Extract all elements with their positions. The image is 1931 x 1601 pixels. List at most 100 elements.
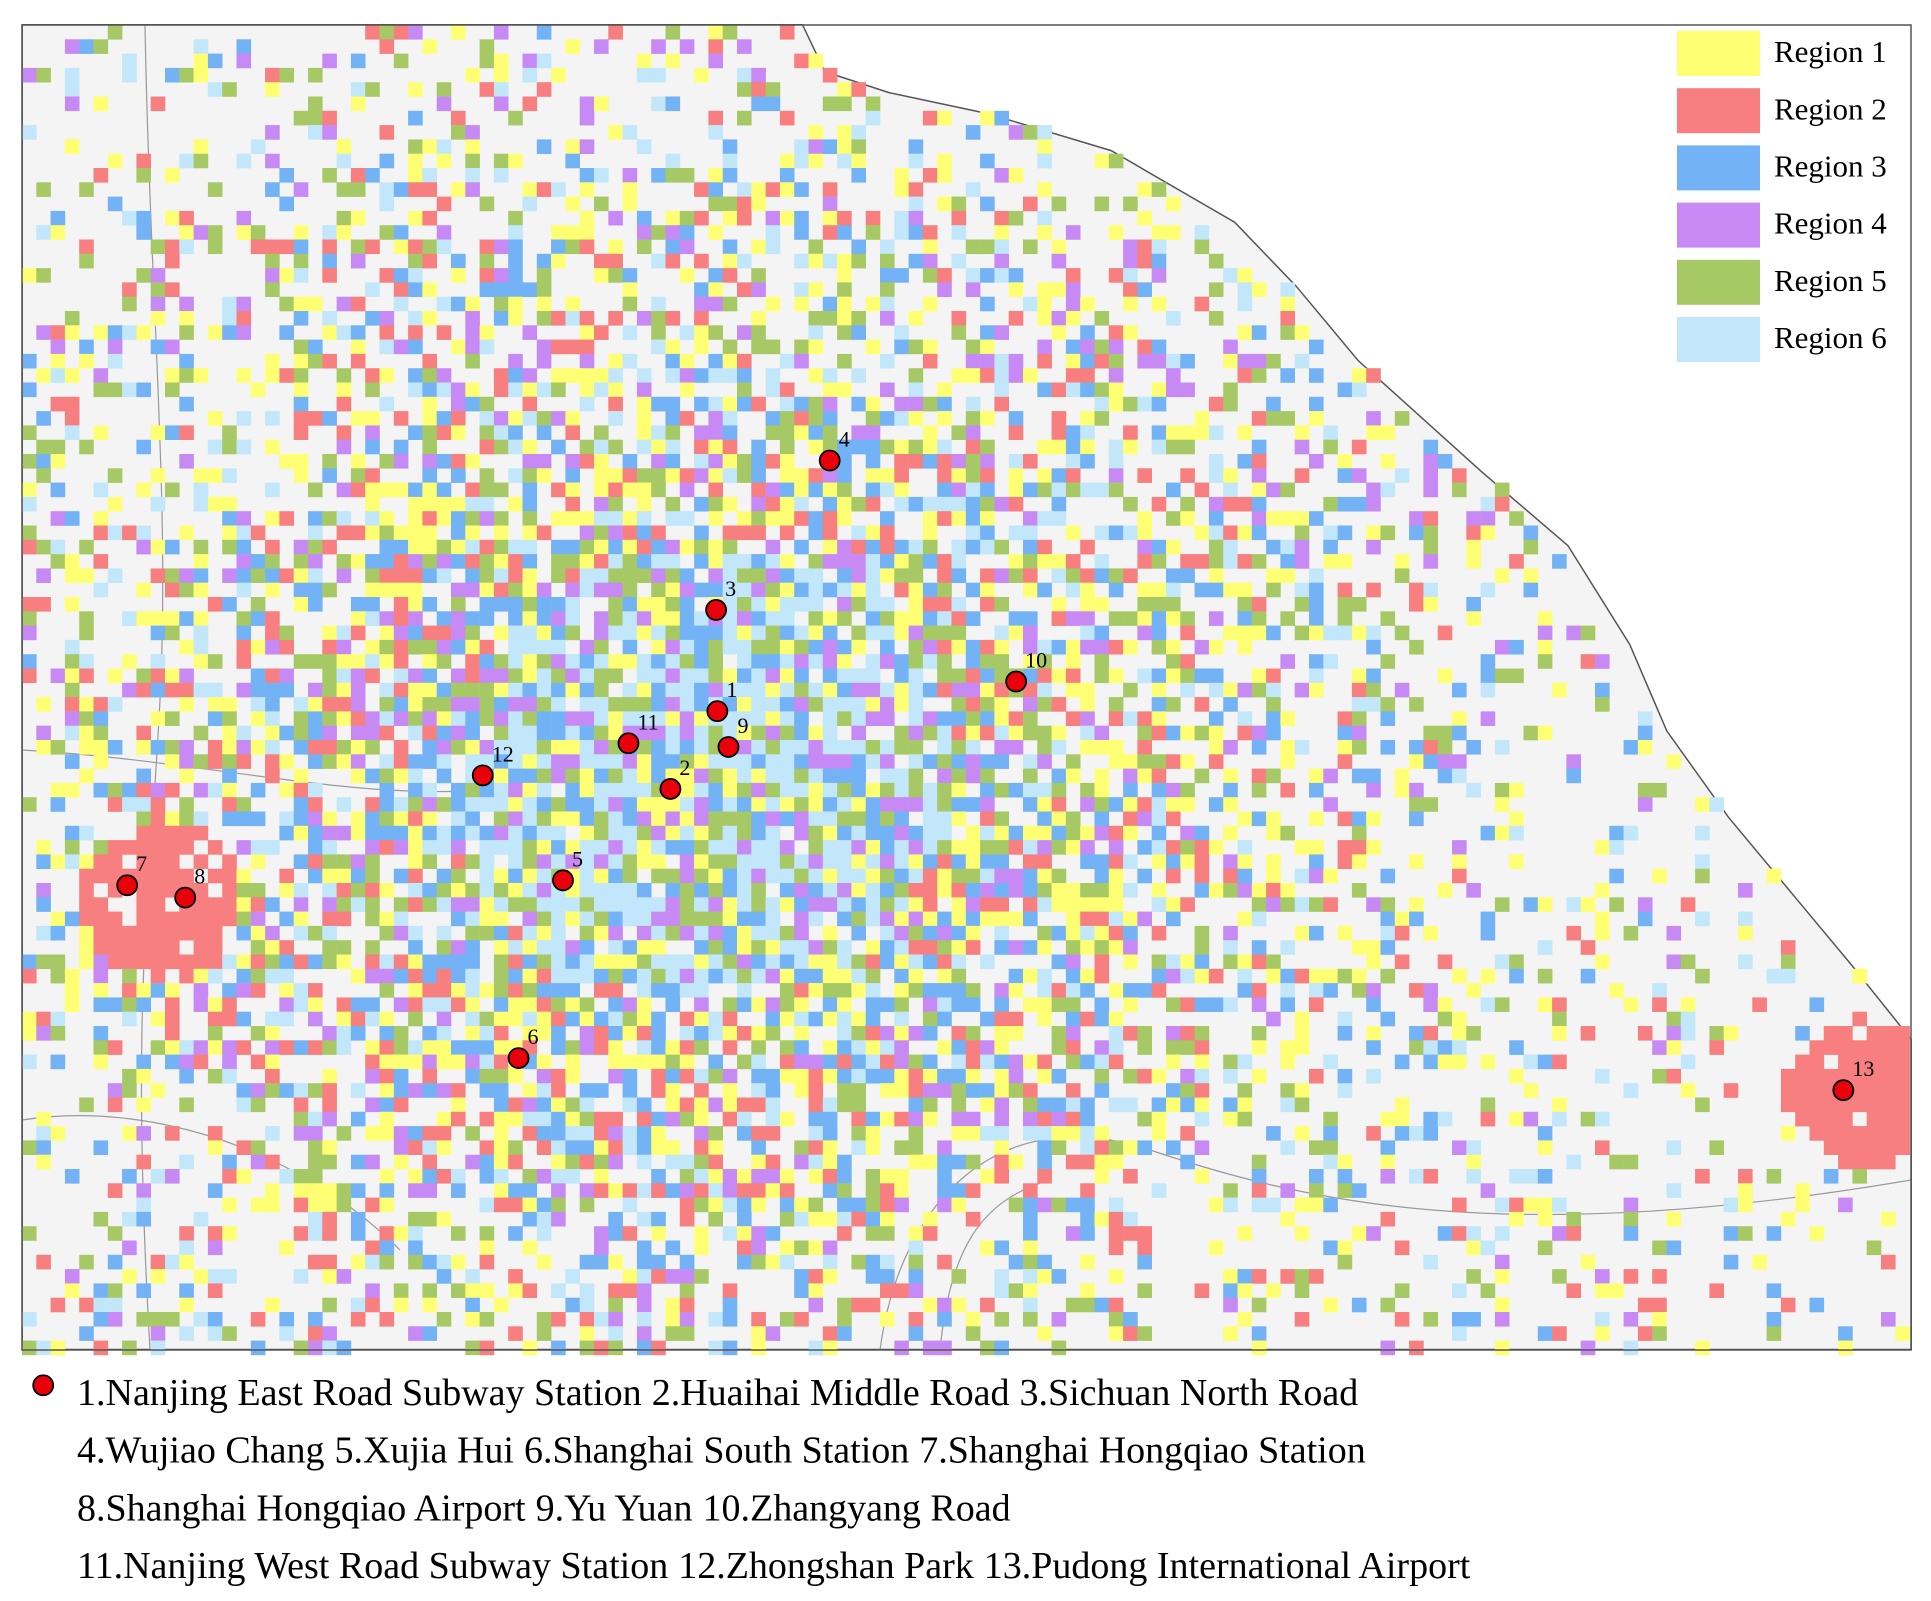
grid-cell: [851, 782, 866, 798]
grid-cell: [594, 1169, 609, 1184]
grid-cell: [579, 325, 595, 340]
grid-cell: [322, 754, 337, 769]
grid-cell: [994, 754, 1009, 769]
grid-cell: [322, 1254, 337, 1270]
grid-cell: [322, 654, 337, 669]
grid-cell: [822, 725, 838, 741]
grid-cell: [165, 568, 180, 583]
grid-cell: [1065, 1226, 1081, 1241]
grid-cell: [93, 997, 109, 1012]
grid-cell: [436, 940, 452, 955]
grid-cell: [50, 539, 66, 555]
grid-cell: [980, 368, 995, 383]
grid-cell: [1123, 639, 1138, 655]
grid-cell: [1337, 611, 1353, 626]
grid-cell: [522, 582, 538, 598]
grid-cell: [1151, 496, 1167, 512]
grid-cell: [765, 668, 781, 684]
grid-cell: [150, 1011, 166, 1027]
grid-cell: [522, 53, 538, 69]
grid-cell: [365, 1040, 380, 1055]
grid-cell: [508, 639, 523, 655]
grid-cell: [436, 1083, 452, 1098]
grid-cell: [551, 339, 566, 355]
grid-cell: [150, 1169, 166, 1184]
grid-cell: [1194, 1097, 1210, 1113]
grid-cell: [207, 1126, 223, 1141]
grid-cell: [908, 1283, 924, 1298]
grid-cell: [1266, 582, 1281, 598]
grid-cell: [951, 1111, 967, 1127]
grid-cell: [1366, 940, 1381, 955]
grid-cell: [980, 482, 995, 498]
grid-cell: [465, 554, 480, 569]
grid-cell: [336, 210, 352, 226]
grid-cell: [1366, 1040, 1381, 1055]
grid-cell: [1394, 568, 1410, 583]
grid-cell: [1037, 825, 1052, 841]
grid-cell: [1223, 539, 1238, 555]
grid-cell: [379, 268, 395, 283]
grid-cell: [1037, 668, 1052, 684]
grid-cell: [665, 868, 681, 884]
grid-cell: [951, 468, 967, 483]
grid-cell: [1366, 983, 1381, 998]
grid-cell: [708, 754, 723, 769]
grid-cell: [393, 53, 409, 69]
grid-cell: [408, 854, 423, 869]
grid-cell: [136, 1097, 151, 1113]
grid-cell: [1637, 711, 1653, 726]
grid-cell: [922, 654, 938, 669]
grid-cell: [751, 925, 766, 941]
grid-cell: [951, 754, 967, 769]
grid-cell: [522, 525, 538, 541]
grid-cell: [350, 1254, 366, 1270]
grid-cell: [1108, 854, 1124, 869]
grid-cell: [308, 954, 323, 970]
grid-cell: [1380, 711, 1396, 726]
grid-cell: [594, 654, 609, 669]
grid-cell: [1580, 940, 1596, 955]
grid-cell: [308, 96, 323, 112]
grid-cell: [1738, 954, 1753, 970]
grid-cell: [336, 997, 352, 1012]
grid-cell: [765, 797, 781, 812]
grid-cell: [1094, 396, 1110, 412]
grid-cell: [779, 797, 795, 812]
grid-cell: [608, 782, 623, 798]
grid-cell: [1466, 525, 1481, 541]
grid-cell: [479, 339, 495, 355]
grid-cell: [408, 139, 423, 154]
grid-cell: [308, 925, 323, 941]
grid-cell: [250, 597, 266, 612]
grid-cell: [1080, 482, 1095, 498]
grid-cell: [451, 1254, 466, 1270]
grid-cell: [465, 754, 480, 769]
grid-cell: [1208, 725, 1224, 741]
grid-cell: [880, 1111, 895, 1127]
grid-cell: [994, 496, 1009, 512]
grid-cell: [1223, 854, 1238, 869]
grid-cell: [808, 582, 824, 598]
grid-cell: [1080, 983, 1095, 998]
grid-cell: [279, 883, 294, 898]
grid-cell: [994, 654, 1009, 669]
grid-cell: [894, 611, 909, 626]
grid-cell: [965, 1040, 981, 1055]
grid-cell: [451, 539, 466, 555]
grid-cell: [522, 468, 538, 483]
grid-cell: [765, 811, 781, 827]
grid-cell: [694, 339, 709, 355]
grid-cell: [365, 382, 380, 398]
grid-cell: [737, 39, 752, 54]
grid-cell: [951, 725, 967, 741]
grid-cell: [465, 311, 480, 326]
grid-cell: [350, 239, 366, 255]
grid-cell: [493, 1197, 509, 1213]
grid-cell: [751, 582, 766, 598]
grid-cell: [36, 568, 51, 583]
grid-cell: [350, 296, 366, 312]
grid-cell: [594, 668, 609, 684]
grid-cell: [1065, 897, 1081, 912]
grid-cell: [922, 1154, 938, 1170]
